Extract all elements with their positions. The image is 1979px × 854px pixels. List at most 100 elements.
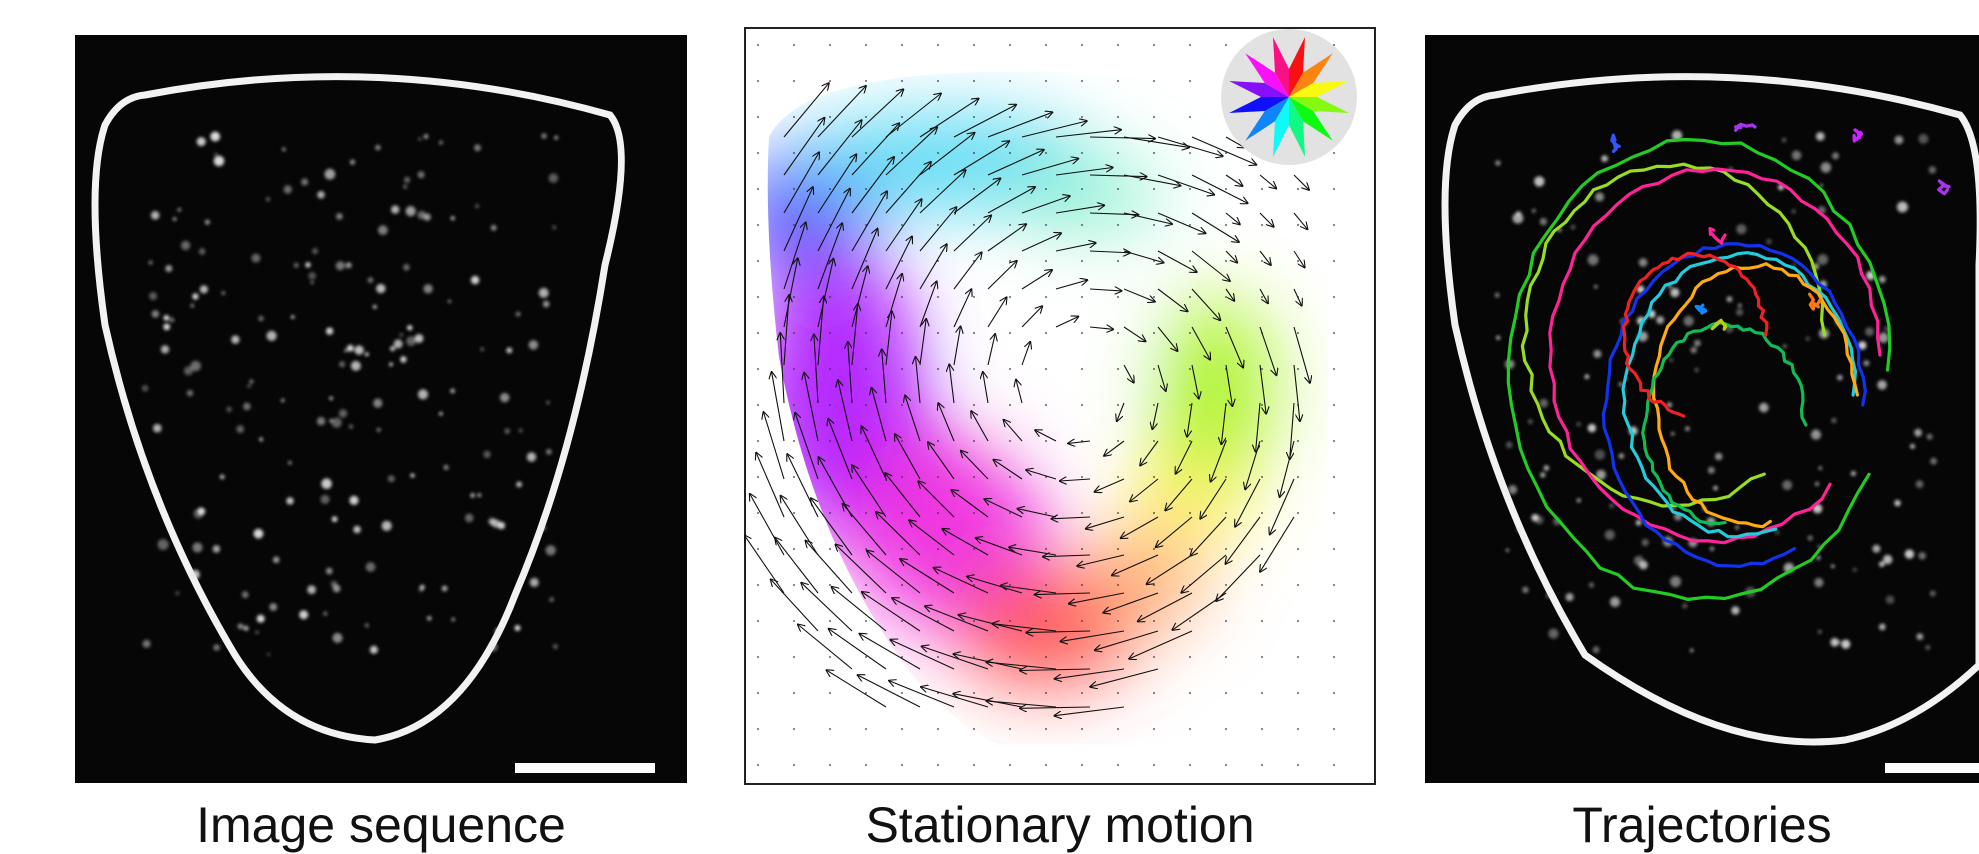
particle-dot — [451, 617, 455, 622]
grid-point — [901, 584, 903, 586]
grid-point — [1297, 260, 1299, 262]
particle-dot — [516, 481, 522, 488]
grid-point — [793, 440, 795, 442]
particle-dot — [1885, 595, 1895, 604]
grid-point — [757, 476, 759, 478]
particle-dot — [1904, 549, 1915, 559]
grid-point — [901, 440, 903, 442]
caption-stationary-motion: Stationary motion — [865, 797, 1255, 853]
particle-dot — [1618, 453, 1625, 459]
particle-dot — [226, 406, 232, 413]
grid-point — [1189, 260, 1191, 262]
grid-point — [1081, 260, 1083, 262]
particle-dot — [483, 450, 491, 459]
velocity-arrow — [795, 413, 819, 480]
velocity-arrow — [1020, 669, 1091, 671]
grid-point — [1117, 152, 1119, 154]
particle-dot — [391, 205, 400, 214]
velocity-arrow — [1191, 136, 1256, 165]
grid-point — [757, 44, 759, 46]
particle-dot — [1817, 254, 1829, 265]
color-wheel-segment — [1289, 97, 1349, 113]
particle-dot — [160, 345, 170, 354]
particle-dot — [400, 356, 407, 363]
velocity-arrow — [1123, 288, 1155, 302]
velocity-arrow — [1293, 174, 1309, 190]
grid-point — [1225, 584, 1227, 586]
grid-point — [829, 440, 831, 442]
grid-point — [829, 764, 831, 766]
color-wheel-segment — [1273, 37, 1289, 97]
particle-dot — [1841, 639, 1851, 649]
particle-dot — [1609, 596, 1621, 608]
velocity-arrow — [1256, 402, 1261, 452]
particle-dot — [321, 478, 332, 490]
grid-point — [1333, 620, 1335, 622]
velocity-arrow — [885, 237, 912, 290]
image-sequence-panel — [75, 35, 687, 783]
velocity-arrow — [1147, 554, 1193, 584]
velocity-arrow — [783, 223, 806, 290]
velocity-arrow — [987, 297, 1007, 328]
grid-point — [973, 476, 975, 478]
grid-point — [1261, 224, 1263, 226]
particle-dot — [213, 644, 220, 651]
particle-dot — [1837, 374, 1843, 381]
particle-dot — [331, 516, 338, 523]
velocity-arrow — [1260, 516, 1295, 572]
velocity-arrow — [953, 327, 961, 366]
particle-dot — [204, 219, 210, 225]
particle-dot — [163, 323, 171, 331]
velocity-arrow — [851, 229, 878, 290]
grid-point — [1261, 656, 1263, 658]
particle-dot — [1815, 132, 1825, 141]
grid-point — [1045, 80, 1047, 82]
grid-point — [1297, 692, 1299, 694]
particle-dot — [389, 362, 393, 367]
velocity-arrow — [1225, 364, 1232, 406]
color-wheel-segment — [1289, 97, 1305, 157]
grid-point — [829, 44, 831, 46]
velocity-arrow — [1021, 342, 1030, 366]
particle-dot — [290, 315, 295, 319]
particle-dot — [365, 562, 376, 572]
particle-dot — [477, 493, 482, 497]
grid-point — [1117, 548, 1119, 550]
particle-dot — [1918, 552, 1926, 560]
particle-dot — [542, 300, 550, 308]
velocity-arrow — [1021, 306, 1042, 328]
grid-point — [1333, 224, 1335, 226]
particle-dot — [546, 400, 550, 405]
velocity-arrow — [1130, 478, 1159, 502]
particle-dot — [1713, 485, 1718, 491]
grid-point — [1261, 584, 1263, 586]
particle-dot — [1690, 346, 1697, 354]
particle-dot — [1596, 469, 1606, 480]
particle-dot — [1576, 498, 1581, 503]
particle-dot — [186, 389, 194, 397]
velocity-arrow — [783, 187, 813, 252]
particle-dot — [1879, 561, 1885, 567]
particle-dot — [443, 464, 449, 470]
grid-point — [1225, 296, 1227, 298]
particle-dot — [349, 495, 359, 505]
particle-dot — [515, 311, 521, 317]
velocity-arrow — [1060, 479, 1091, 481]
particle-dot — [1805, 336, 1810, 341]
grid-point — [937, 332, 939, 334]
velocity-arrow — [919, 133, 975, 176]
velocity-arrow — [1211, 440, 1227, 482]
grid-point — [1225, 44, 1227, 46]
velocity-arrow — [971, 411, 989, 442]
velocity-arrow — [852, 465, 887, 518]
grid-point — [829, 584, 831, 586]
grid-point — [901, 260, 903, 262]
particle-dot — [1593, 349, 1602, 358]
velocity-arrow — [801, 583, 853, 632]
particle-dot — [474, 144, 481, 152]
velocity-arrow — [1055, 130, 1121, 138]
particle-dot — [1592, 646, 1600, 654]
particle-dot — [549, 597, 554, 602]
grid-point — [1333, 332, 1335, 334]
particle-dot — [1669, 357, 1674, 362]
